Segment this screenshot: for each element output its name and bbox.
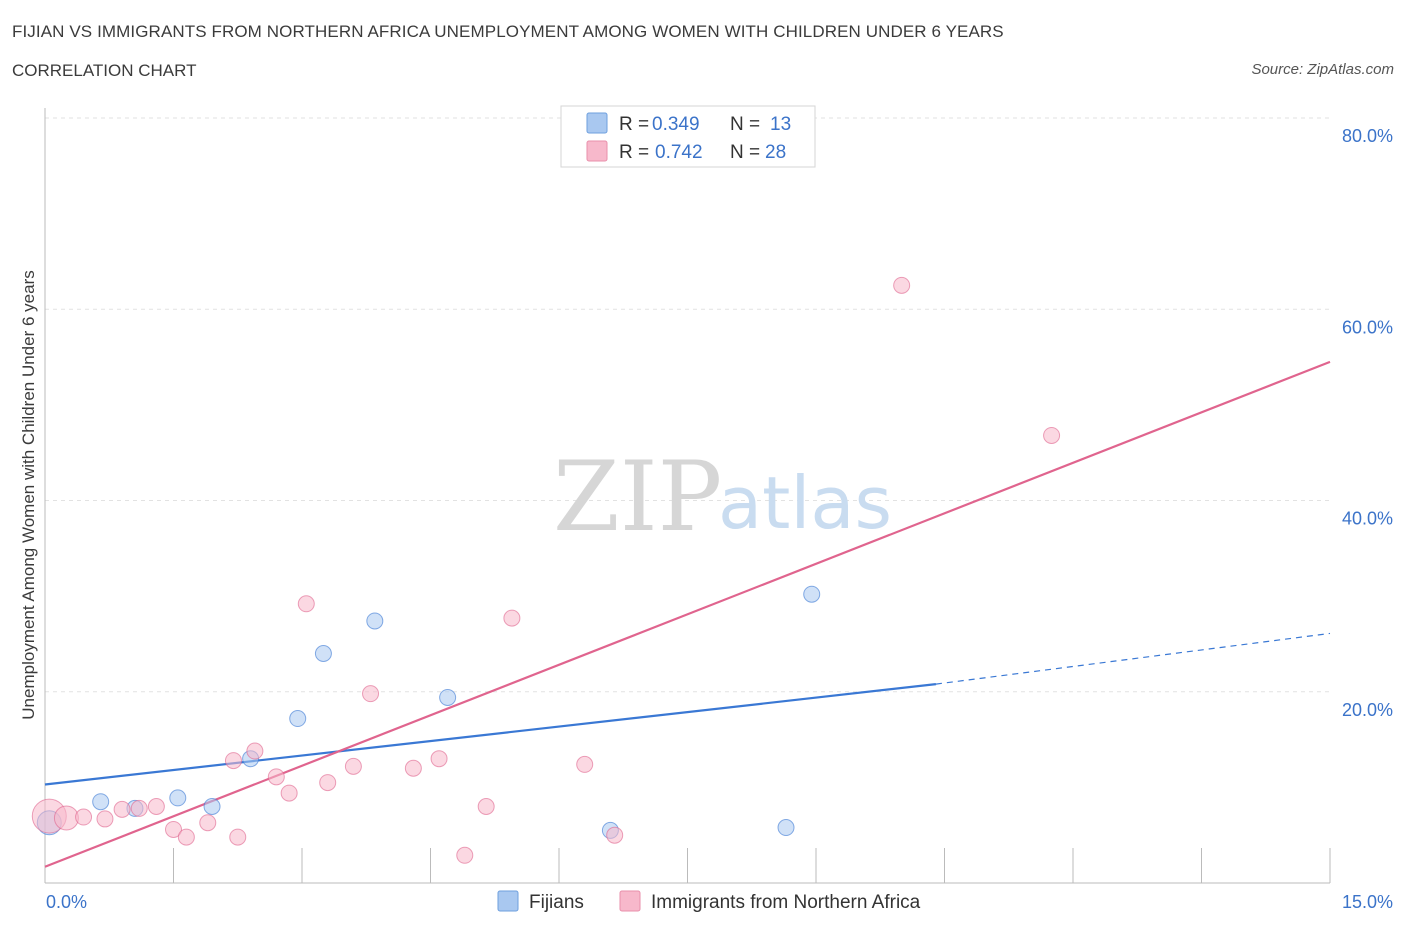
immigrant-point bbox=[267, 768, 285, 786]
bottom-legend-swatch-immigrants bbox=[619, 890, 641, 912]
immigrant-point bbox=[75, 808, 93, 826]
watermark-atlas: atlas bbox=[718, 461, 892, 545]
legend-n-value: 13 bbox=[770, 114, 791, 135]
fijian-trend-extension bbox=[935, 632, 1331, 685]
immigrant-point bbox=[130, 799, 148, 817]
fijian-point bbox=[203, 798, 221, 815]
immigrant-point bbox=[319, 774, 337, 792]
fijian-trend-line bbox=[44, 683, 937, 786]
y-axis-label: Unemployment Among Women with Children U… bbox=[19, 270, 38, 719]
x-tick-label: 0.0% bbox=[46, 892, 87, 912]
fijian-point bbox=[169, 789, 187, 807]
immigrant-point bbox=[165, 820, 182, 838]
immigrant-point bbox=[1043, 426, 1061, 444]
source-credit: Source: ZipAtlas.com bbox=[1251, 61, 1394, 78]
immigrant-point bbox=[113, 800, 131, 818]
chart-subtitle: CORRELATION CHART bbox=[12, 61, 197, 80]
fijian-point bbox=[777, 819, 795, 837]
data-points bbox=[31, 276, 1061, 864]
fijian-point bbox=[803, 585, 821, 603]
immigrant-point bbox=[229, 828, 247, 846]
y-tick-label: 20.0% bbox=[1342, 700, 1393, 720]
immigrant-point bbox=[297, 595, 315, 613]
immigrant-point bbox=[280, 784, 298, 802]
immigrant-point bbox=[246, 742, 264, 760]
x-tick-label: 15.0% bbox=[1342, 892, 1393, 912]
watermark-zip: ZIP bbox=[553, 441, 722, 553]
immigrant-point bbox=[606, 826, 624, 844]
axes bbox=[44, 108, 1331, 884]
fijian-point bbox=[289, 710, 307, 728]
bottom-legend-swatch-fijians bbox=[497, 890, 519, 912]
correlation-legend: R = 0.349 N = 13 R = 0.742 N = 28 bbox=[560, 105, 816, 168]
legend-r-label: R = bbox=[619, 114, 649, 135]
immigrant-point bbox=[477, 798, 495, 815]
immigrant-trend-line bbox=[44, 360, 1331, 868]
immigrant-point bbox=[147, 798, 165, 815]
immigrant-point bbox=[503, 609, 521, 627]
fijian-point bbox=[314, 645, 332, 662]
y-tick-label: 80.0% bbox=[1342, 126, 1393, 146]
immigrant-point bbox=[199, 814, 217, 832]
legend-r-label: R = bbox=[619, 142, 649, 163]
y-tick-label: 40.0% bbox=[1342, 509, 1393, 529]
immigrant-point bbox=[177, 828, 195, 846]
legend-r-value: 0.742 bbox=[655, 142, 703, 163]
immigrant-point bbox=[404, 759, 422, 777]
y-tick-labels: 20.0% 40.0% 60.0% 80.0% bbox=[1342, 126, 1393, 720]
immigrant-point bbox=[224, 752, 242, 770]
legend-n-value: 28 bbox=[765, 142, 786, 163]
fijian-point bbox=[366, 612, 384, 630]
immigrant-point bbox=[456, 846, 474, 864]
legend-n-label: N = bbox=[730, 142, 760, 163]
immigrant-point bbox=[96, 810, 114, 828]
trend-lines bbox=[44, 360, 1331, 868]
immigrant-point bbox=[430, 750, 448, 768]
fijian-point bbox=[92, 793, 110, 811]
bottom-legend-label-immigrants: Immigrants from Northern Africa bbox=[651, 892, 921, 913]
y-tick-label: 60.0% bbox=[1342, 317, 1393, 337]
legend-swatch-immigrants bbox=[586, 140, 608, 162]
chart-title: FIJIAN VS IMMIGRANTS FROM NORTHERN AFRIC… bbox=[12, 22, 1004, 41]
bottom-legend-label-fijians: Fijians bbox=[529, 892, 584, 913]
immigrant-point bbox=[53, 805, 79, 831]
watermark: ZIP atlas bbox=[553, 441, 892, 553]
immigrant-point bbox=[576, 755, 594, 773]
x-tick-labels: 0.0% 15.0% bbox=[46, 892, 1393, 912]
immigrant-point bbox=[893, 276, 911, 294]
legend-swatch-fijians bbox=[586, 112, 608, 134]
immigrant-point bbox=[344, 757, 362, 775]
immigrant-point bbox=[362, 685, 380, 703]
gridlines bbox=[45, 117, 1330, 693]
legend-r-value: 0.349 bbox=[652, 114, 700, 135]
fijian-point bbox=[439, 688, 457, 706]
bottom-legend: Fijians Immigrants from Northern Africa bbox=[497, 890, 921, 913]
legend-n-label: N = bbox=[730, 114, 760, 135]
